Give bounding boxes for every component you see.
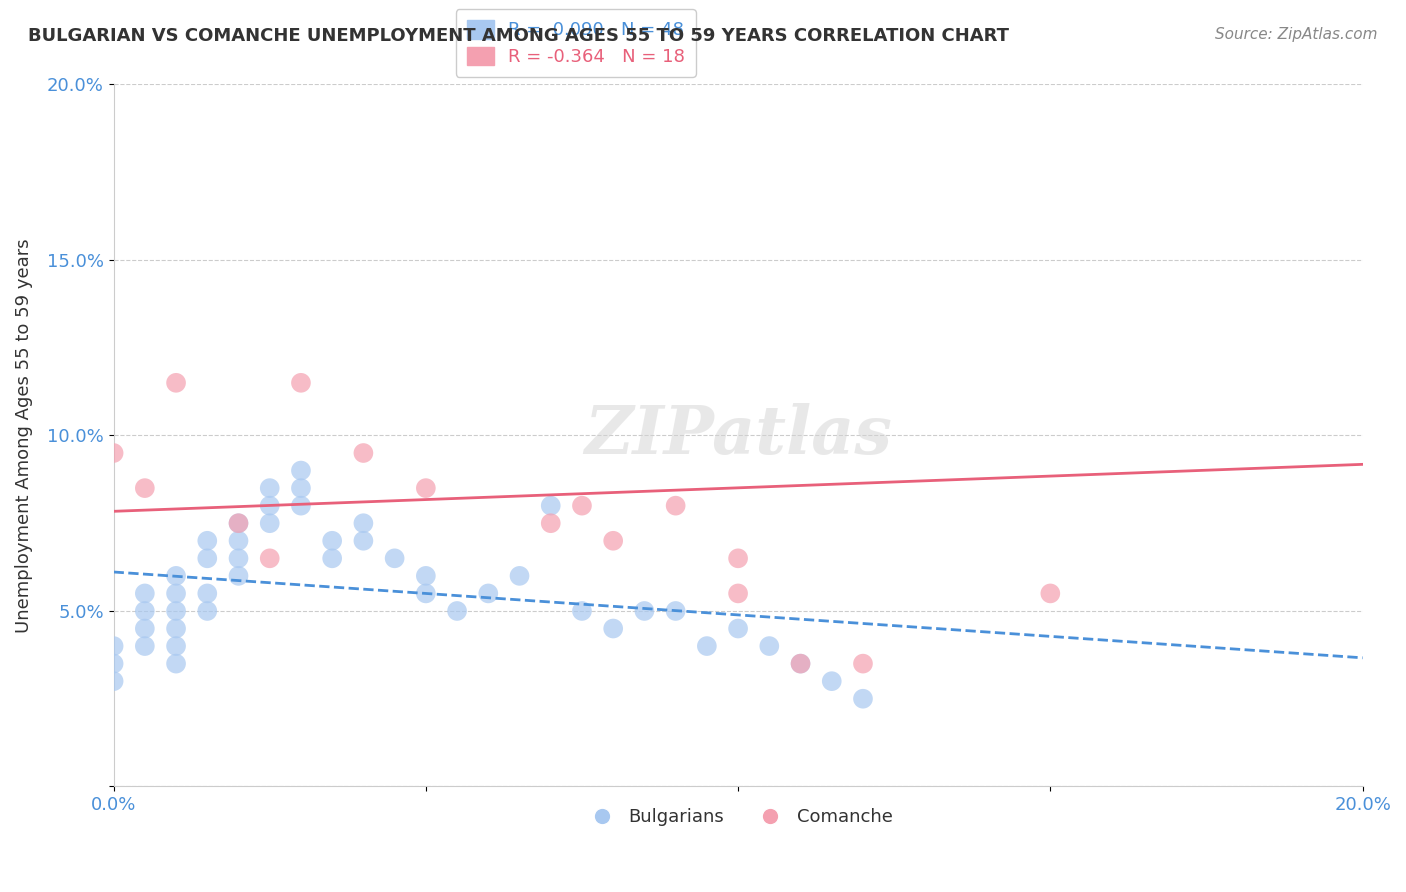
- Point: [571, 499, 593, 513]
- Point: [195, 586, 218, 600]
- Point: [259, 499, 281, 513]
- Point: [602, 533, 624, 548]
- Y-axis label: Unemployment Among Ages 55 to 59 years: Unemployment Among Ages 55 to 59 years: [15, 238, 32, 632]
- Point: [415, 481, 437, 495]
- Point: [290, 481, 312, 495]
- Point: [758, 639, 780, 653]
- Point: [134, 639, 156, 653]
- Point: [195, 551, 218, 566]
- Text: ZIPatlas: ZIPatlas: [583, 403, 891, 468]
- Point: [1039, 586, 1062, 600]
- Point: [415, 569, 437, 583]
- Point: [195, 604, 218, 618]
- Point: [477, 586, 499, 600]
- Point: [1226, 25, 1249, 39]
- Point: [852, 657, 875, 671]
- Point: [352, 516, 374, 531]
- Point: [195, 533, 218, 548]
- Point: [789, 657, 811, 671]
- Point: [727, 586, 749, 600]
- Point: [165, 639, 187, 653]
- Point: [540, 516, 562, 531]
- Point: [665, 604, 688, 618]
- Point: [509, 569, 531, 583]
- Point: [228, 569, 250, 583]
- Point: [446, 604, 468, 618]
- Point: [259, 481, 281, 495]
- Point: [321, 533, 343, 548]
- Point: [103, 657, 125, 671]
- Point: [415, 586, 437, 600]
- Point: [290, 464, 312, 478]
- Point: [228, 516, 250, 531]
- Point: [134, 604, 156, 618]
- Point: [228, 516, 250, 531]
- Point: [852, 691, 875, 706]
- Point: [165, 586, 187, 600]
- Point: [103, 639, 125, 653]
- Point: [134, 586, 156, 600]
- Point: [821, 674, 844, 689]
- Point: [321, 551, 343, 566]
- Point: [665, 499, 688, 513]
- Point: [727, 622, 749, 636]
- Point: [103, 446, 125, 460]
- Point: [228, 533, 250, 548]
- Point: [384, 551, 406, 566]
- Point: [789, 657, 811, 671]
- Legend: Bulgarians, Comanche: Bulgarians, Comanche: [576, 801, 900, 834]
- Point: [540, 499, 562, 513]
- Point: [352, 446, 374, 460]
- Point: [696, 639, 718, 653]
- Point: [134, 622, 156, 636]
- Point: [165, 622, 187, 636]
- Point: [165, 657, 187, 671]
- Point: [165, 604, 187, 618]
- Text: Source: ZipAtlas.com: Source: ZipAtlas.com: [1215, 27, 1378, 42]
- Point: [602, 622, 624, 636]
- Text: BULGARIAN VS COMANCHE UNEMPLOYMENT AMONG AGES 55 TO 59 YEARS CORRELATION CHART: BULGARIAN VS COMANCHE UNEMPLOYMENT AMONG…: [28, 27, 1010, 45]
- Point: [259, 551, 281, 566]
- Point: [134, 481, 156, 495]
- Point: [290, 499, 312, 513]
- Point: [103, 674, 125, 689]
- Point: [352, 533, 374, 548]
- Point: [633, 604, 655, 618]
- Point: [571, 604, 593, 618]
- Point: [228, 551, 250, 566]
- Point: [727, 551, 749, 566]
- Point: [259, 516, 281, 531]
- Point: [165, 376, 187, 390]
- Point: [290, 376, 312, 390]
- Point: [165, 569, 187, 583]
